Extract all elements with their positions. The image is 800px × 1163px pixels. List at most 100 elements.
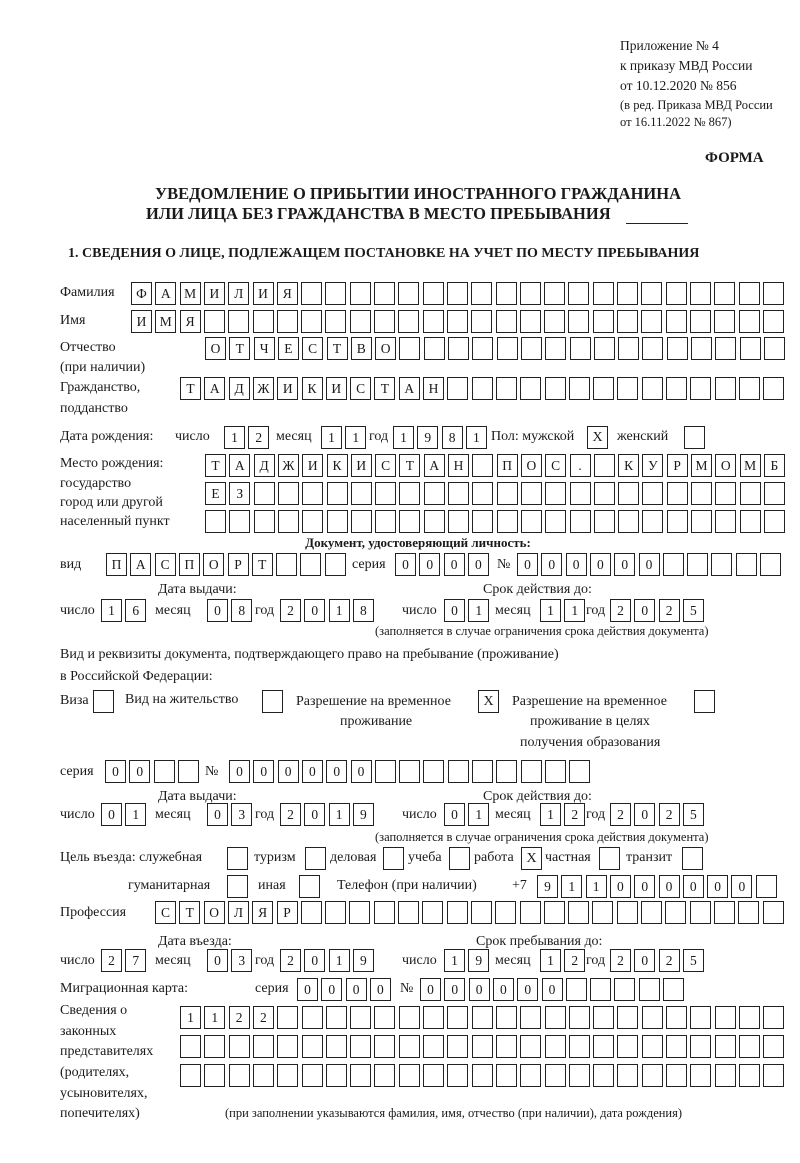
char-box[interactable] [471,1006,493,1029]
char-box[interactable]: 2 [280,803,301,826]
char-box[interactable]: И [325,377,347,400]
char-box[interactable]: 2 [228,1006,250,1029]
char-box[interactable] [617,1035,639,1058]
char-box[interactable] [763,1035,785,1058]
char-box[interactable]: 1 [224,426,245,449]
char-box[interactable] [177,760,199,783]
char-box[interactable] [568,1035,590,1058]
char-box[interactable] [253,510,275,533]
char-box[interactable]: 1 [328,599,350,622]
char-box[interactable] [520,760,542,783]
char-box[interactable] [592,901,614,924]
char-box[interactable] [398,1006,420,1029]
char-box[interactable] [350,510,372,533]
char-box[interactable] [325,1064,347,1087]
char-box[interactable] [665,310,687,333]
char-box[interactable]: И [203,282,225,305]
purpose-tourism-checkbox[interactable] [305,847,326,870]
char-box[interactable]: О [715,454,737,477]
char-box[interactable] [375,510,397,533]
char-box[interactable]: 0 [301,760,323,783]
char-box[interactable]: 0 [634,803,656,826]
char-box[interactable]: О [203,901,225,924]
char-box[interactable] [423,482,445,505]
char-box[interactable] [569,510,591,533]
char-box[interactable] [762,310,784,333]
char-box[interactable] [762,901,784,924]
char-box[interactable] [641,282,663,305]
char-box[interactable]: 1 [564,599,586,622]
char-box[interactable]: 0 [129,760,151,783]
char-box[interactable]: Л [228,282,250,305]
char-box[interactable] [277,482,299,505]
char-box[interactable]: 0 [277,760,299,783]
char-box[interactable] [568,1006,590,1029]
purpose-study-checkbox[interactable] [449,847,470,870]
char-box[interactable]: 2 [610,803,631,826]
char-box[interactable] [495,1064,517,1087]
char-box[interactable] [662,553,684,576]
char-box[interactable] [301,282,323,305]
char-box[interactable] [763,510,785,533]
char-box[interactable]: 2 [280,599,301,622]
char-box[interactable]: 2 [252,1006,274,1029]
char-box[interactable] [399,510,421,533]
char-box[interactable] [642,510,664,533]
char-box[interactable] [689,310,711,333]
char-box[interactable]: Я [276,282,298,305]
char-box[interactable]: С [155,901,176,924]
char-box[interactable]: А [155,282,177,305]
char-box[interactable]: 3 [231,803,253,826]
char-box[interactable]: 9 [352,803,374,826]
char-box[interactable]: 1 [540,599,561,622]
char-box[interactable] [568,1064,590,1087]
char-box[interactable] [714,310,736,333]
char-box[interactable]: 2 [658,599,680,622]
char-box[interactable]: 1 [101,599,122,622]
char-box[interactable] [544,1064,566,1087]
purpose-humanitarian-checkbox[interactable] [227,875,248,898]
char-box[interactable] [422,310,444,333]
char-box[interactable]: Б [763,454,785,477]
char-box[interactable]: 0 [419,553,441,576]
char-box[interactable] [496,482,518,505]
char-box[interactable] [447,377,469,400]
char-box[interactable]: 2 [658,949,680,972]
char-box[interactable] [739,482,761,505]
purpose-private-checkbox[interactable] [599,847,620,870]
char-box[interactable]: 9 [417,426,439,449]
char-box[interactable] [447,760,469,783]
char-box[interactable]: Т [179,901,201,924]
char-box[interactable] [229,510,251,533]
char-box[interactable]: 0 [207,949,228,972]
char-box[interactable]: А [130,553,152,576]
char-box[interactable] [276,553,298,576]
char-box[interactable] [495,377,517,400]
char-box[interactable]: 0 [517,978,539,1001]
char-box[interactable] [593,377,615,400]
char-box[interactable] [545,337,567,360]
char-box[interactable] [422,901,444,924]
char-box[interactable] [691,337,712,360]
char-box[interactable] [687,553,709,576]
char-box[interactable]: 2 [564,949,586,972]
char-box[interactable] [398,1064,420,1087]
char-box[interactable] [520,1064,542,1087]
char-box[interactable] [641,1035,663,1058]
char-box[interactable] [666,1035,687,1058]
char-box[interactable] [666,482,688,505]
char-box[interactable] [446,310,468,333]
char-box[interactable] [544,377,566,400]
char-box[interactable]: 0 [345,978,367,1001]
char-box[interactable]: 0 [395,553,416,576]
char-box[interactable] [349,901,371,924]
char-box[interactable] [301,1006,323,1029]
char-box[interactable] [374,282,395,305]
char-box[interactable]: К [326,454,348,477]
char-box[interactable] [277,1064,299,1087]
char-box[interactable]: Т [326,337,348,360]
char-box[interactable]: 0 [444,978,466,1001]
char-box[interactable] [302,510,324,533]
char-box[interactable]: Я [252,901,274,924]
char-box[interactable] [374,760,396,783]
